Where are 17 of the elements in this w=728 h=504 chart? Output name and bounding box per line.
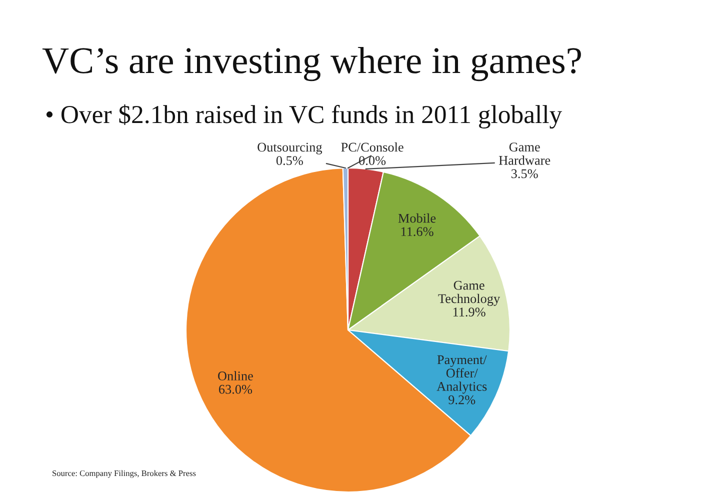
- source-note: Source: Company Filings, Brokers & Press: [52, 470, 196, 478]
- data-label: 3.5%: [511, 169, 538, 178]
- data-label: 0.5%: [276, 156, 303, 166]
- data-label: 11.6%: [401, 227, 434, 236]
- slice-label: Online: [218, 371, 253, 380]
- slice-label: Mobile: [398, 213, 436, 223]
- slice-label: Outsourcing: [258, 142, 322, 154]
- text: 0.0%: [359, 156, 386, 166]
- data-label: 9.2%: [448, 395, 476, 404]
- slice-label: Payment/Offer/Analytics: [436, 355, 487, 394]
- category-label: PC/Console: [341, 142, 404, 152]
- slice-label: Game Hardware: [498, 142, 550, 165]
- chart-subtitle: • Over $2.1bn raised in VC funds in 2011 globally: [46, 104, 562, 129]
- data-label: 11.9%: [453, 308, 486, 317]
- chart-title: VC’s are investing where in games?: [42, 46, 581, 82]
- data-label: 63.0%: [218, 384, 252, 394]
- slice-label: Game Technology: [438, 280, 500, 306]
